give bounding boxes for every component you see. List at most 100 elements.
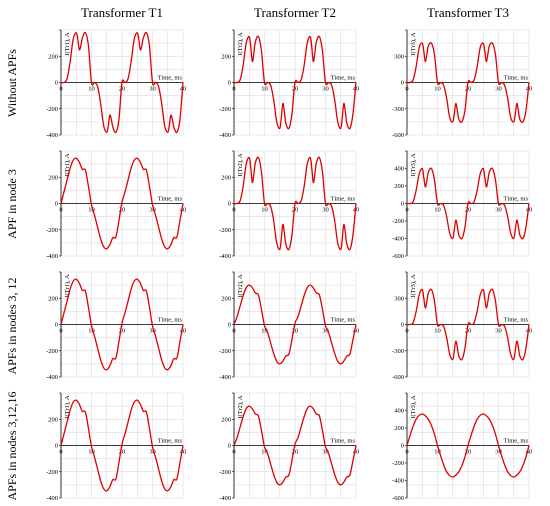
y-tick-label: -400 — [46, 253, 58, 260]
x-tick-label: 10 — [261, 328, 268, 335]
x-tick-label: 0 — [232, 207, 235, 214]
x-tick-label: 20 — [292, 328, 299, 335]
column-title-t3: Transformer T3 — [427, 5, 509, 20]
y-tick-label: -400 — [392, 478, 404, 485]
x-tick-label: 30 — [495, 449, 502, 456]
y-tick-label: -200 — [392, 460, 404, 467]
y-tick-label: -600 — [392, 374, 404, 381]
panel-r2-c1: -400 -200 0 200 0 10 20 30 40 I(Tr2), A Time, ms — [219, 271, 359, 381]
panel-r0-c1-series-line — [233, 35, 357, 130]
panel-r1-c0-x-label: Time, ms — [158, 196, 183, 203]
x-tick-label: 10 — [88, 86, 95, 93]
y-tick-label: -400 — [392, 236, 404, 243]
x-tick-label: 10 — [434, 86, 441, 93]
y-tick-label: -200 — [219, 106, 231, 113]
panel-r3-c2-x-label: Time, ms — [504, 438, 529, 445]
y-tick-label: -200 — [46, 227, 58, 234]
x-tick-label: 30 — [495, 207, 502, 214]
panel-r0-c1-x-label: Time, ms — [331, 75, 356, 82]
y-tick-label: -200 — [219, 227, 231, 234]
x-tick-label: 20 — [465, 207, 472, 214]
y-tick-label: 0 — [228, 322, 231, 329]
x-tick-label: 10 — [434, 328, 441, 335]
x-tick-label: 0 — [232, 328, 235, 335]
y-tick-label: -400 — [46, 132, 58, 139]
panel-r2-c1-x-label: Time, ms — [331, 317, 356, 324]
panel-r2-c2-y-label: I(Tr3), A — [410, 274, 417, 298]
y-tick-label: -200 — [219, 469, 231, 476]
panel-r0-c0-series-line — [60, 31, 184, 134]
x-tick-label: 0 — [59, 207, 62, 214]
y-tick-label: -400 — [219, 495, 231, 502]
panel-r0-c1-y-label: I(Tr2), A — [237, 32, 244, 56]
x-tick-label: 40 — [180, 328, 187, 335]
x-tick-label: 20 — [292, 86, 299, 93]
y-tick-label: -600 — [392, 132, 404, 139]
y-tick-label: -400 — [219, 374, 231, 381]
x-tick-label: 10 — [261, 86, 268, 93]
x-tick-label: 30 — [322, 328, 329, 335]
x-tick-label: 20 — [292, 449, 299, 456]
panel-r2-c0-series-line — [60, 278, 184, 371]
y-tick-label: 300 — [394, 295, 404, 302]
y-tick-label: 200 — [48, 416, 58, 423]
x-tick-label: 20 — [465, 328, 472, 335]
panel-r3-c2-y-label: I(Tr3), A — [410, 395, 417, 419]
panel-r1-c1-x-label: Time, ms — [331, 196, 356, 203]
y-tick-label: -600 — [392, 253, 404, 260]
y-tick-label: 200 — [221, 416, 231, 423]
y-tick-label: -400 — [46, 495, 58, 502]
y-tick-label: 0 — [228, 201, 231, 208]
panel-r0-c0-x-label: Time, ms — [158, 75, 183, 82]
panel-r2-c1-y-label: I(Tr2), A — [237, 274, 244, 298]
panel-r2-c0: -400 -200 0 200 0 10 20 30 40 I(Tr1), A Time, ms — [46, 271, 187, 381]
panel-r3-c0-x-label: Time, ms — [158, 438, 183, 445]
y-tick-label: -200 — [219, 348, 231, 355]
panel-r2-c2-series-line — [406, 288, 530, 361]
y-tick-label: 200 — [48, 295, 58, 302]
row-title-apfs-nodes-3-12: APFs in nodes 3, 12 — [5, 277, 19, 374]
panel-r2-c1-series-line — [233, 284, 357, 365]
x-tick-label: 30 — [495, 86, 502, 93]
panel-r3-c0-y-label: I(Tr1), A — [64, 395, 71, 419]
panel-r0-c2-x-label: Time, ms — [504, 75, 529, 82]
y-tick-label: 400 — [394, 166, 404, 173]
column-title-t1: Transformer T1 — [81, 5, 163, 20]
x-tick-label: 20 — [292, 207, 299, 214]
panel-r1-c0: -400 -200 0 200 0 10 20 30 40 I(Tr1), A Time, ms — [46, 150, 186, 260]
panel-r1-c0-y-label: I(Tr1), A — [64, 153, 71, 177]
x-tick-label: 30 — [322, 449, 329, 456]
panel-r3-c1-series-line — [233, 405, 357, 486]
y-tick-label: -600 — [392, 495, 404, 502]
x-tick-label: 0 — [405, 449, 408, 456]
y-tick-label: 0 — [228, 443, 231, 450]
panel-r0-c2-y-label: I(Tr3), A — [410, 32, 417, 56]
y-tick-label: -400 — [219, 132, 231, 139]
x-tick-label: 30 — [149, 207, 156, 214]
x-tick-label: 10 — [88, 328, 95, 335]
x-tick-label: 20 — [465, 86, 472, 93]
panel-r1-c2-y-label: I(Tr3), A — [410, 153, 417, 177]
y-tick-label: 200 — [221, 295, 231, 302]
panel-r0-c2: -600 -300 0 300 0 10 20 30 40 I(Tr3), A Time, ms — [392, 29, 532, 139]
panel-r3-c1-y-label: I(Tr2), A — [237, 395, 244, 419]
x-tick-label: 0 — [59, 328, 62, 335]
y-tick-label: 0 — [401, 322, 404, 329]
panel-r3-c1-x-label: Time, ms — [331, 438, 356, 445]
x-tick-label: 0 — [405, 86, 408, 93]
x-tick-label: 0 — [59, 449, 62, 456]
x-tick-label: 10 — [434, 207, 441, 214]
y-tick-label: 0 — [228, 80, 231, 87]
x-tick-label: 10 — [88, 449, 95, 456]
x-tick-label: 40 — [526, 207, 533, 214]
panel-r1-c1-series-line — [233, 156, 357, 251]
panel-r2-c0-x-label: Time, ms — [158, 317, 183, 324]
panel-r2-c2: -600 -300 0 300 0 10 20 30 40 I(Tr3), A Time, ms — [392, 271, 532, 381]
y-tick-label: -200 — [46, 348, 58, 355]
y-tick-label: 200 — [394, 425, 404, 432]
